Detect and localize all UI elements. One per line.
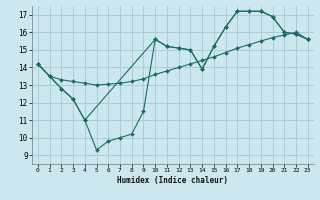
X-axis label: Humidex (Indice chaleur): Humidex (Indice chaleur) [117,176,228,185]
